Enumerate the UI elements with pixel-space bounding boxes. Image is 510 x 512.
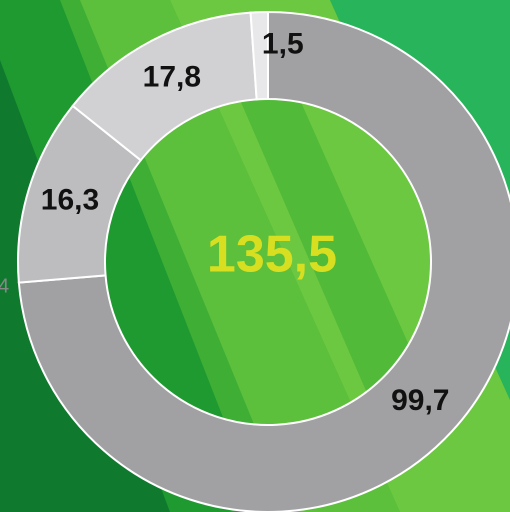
edge-text: 4 xyxy=(0,275,9,297)
value-label: 17,8 xyxy=(143,61,201,94)
value-label: 1,5 xyxy=(262,27,304,60)
value-label: 16,3 xyxy=(41,184,99,217)
value-label: 99,7 xyxy=(391,384,449,417)
page: 4 99,716,317,81,5 135,5 (() => { const d… xyxy=(0,0,510,512)
center-label: 135,5 xyxy=(207,226,337,284)
chart: 4 99,7 16,3 17,8 1,5 135,5 xyxy=(0,0,510,512)
